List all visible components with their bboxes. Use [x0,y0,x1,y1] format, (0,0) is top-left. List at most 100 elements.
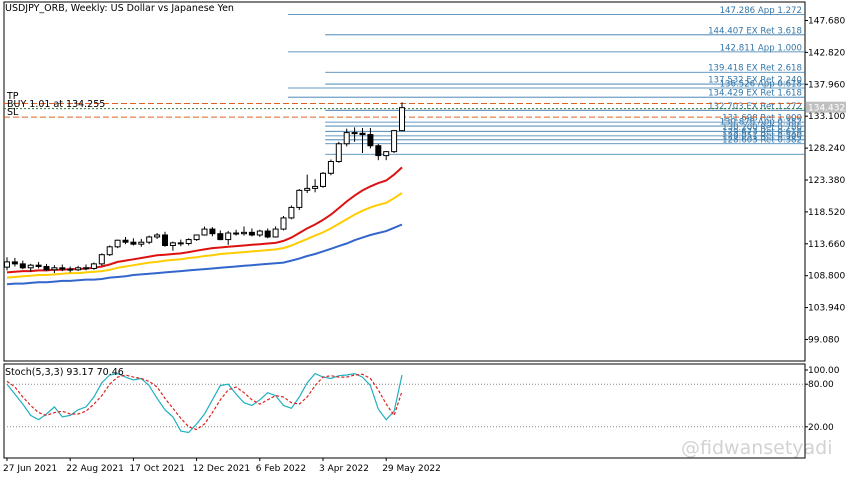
fib-level-label: 144.407 EX Ret 3.618 [708,26,802,36]
fib-level-label: 131.698 Ret 1.000 [722,114,802,124]
candle-body [288,206,295,219]
candle [217,230,224,241]
current-price-tag [806,101,846,113]
candle [83,264,89,271]
candle-body [43,265,50,271]
candle-body [19,263,26,269]
fib-level-label: 130.876 App 0.382 [720,118,802,128]
candle-body [27,264,34,269]
y-tick-label: 118.520 [808,208,845,218]
candle-body [248,231,255,236]
candle-body [154,234,161,238]
candle-body [201,228,208,236]
candle [169,241,176,251]
candle-body [375,145,382,157]
candle-body [98,254,105,265]
moving-average-3 [6,223,403,286]
y-tick-label: 113.660 [808,240,845,250]
fib-level-label: 137.532 EX Ret 2.240 [708,76,802,86]
stoch-panel-frame [3,363,806,459]
x-tick-label: 17 Oct 2021 [129,464,185,474]
x-tick-label: 22 Aug 2021 [66,464,124,474]
candle-body [177,242,184,245]
main-panel-frame [3,1,806,362]
x-tick-label: 6 Feb 2022 [256,464,306,474]
candle [399,102,405,132]
candle-body [351,132,358,135]
candle [106,245,113,256]
y-tick-label: 128.240 [808,144,845,154]
fib-level-label: 130.200 Ret 0.786 [722,123,802,133]
y-tick-label: 99.080 [808,335,840,345]
fib-level-label: 134.429 EX Ret 1.618 [708,89,802,99]
candle [320,171,326,188]
tp-label: TP [7,91,19,103]
candle-body [335,143,342,162]
candle-body [312,185,319,189]
candle [367,128,374,149]
x-tick-label: 3 Apr 2022 [319,464,369,474]
stoch-tick-label: 20.00 [808,423,834,433]
candle-body [59,267,66,270]
candle [146,235,153,245]
candle-body [367,134,374,147]
current-price-label: 134.432 [808,104,845,114]
x-tick-label: 29 May 2022 [382,464,441,474]
candle [288,205,295,220]
candle-body [130,241,137,245]
candle-body [225,232,232,241]
candle [114,239,121,249]
candle [98,253,105,266]
candle [75,265,82,272]
candle-body [83,267,89,270]
candle [11,257,18,267]
y-tick-label: 123.380 [808,176,845,186]
candle-body [256,230,263,236]
candle [90,262,97,270]
fib-level-label: 129.673 Ret 0.618 [722,127,802,137]
chart-title: USDJPY_ORB, Weekly: US Dollar vs Japanes… [5,3,234,14]
y-tick-label: 142.820 [808,48,845,58]
candle [35,261,42,269]
candle [185,238,192,246]
stoch-tick-label: 80.00 [808,380,834,390]
candle-body [327,160,334,174]
candle-body [264,230,271,238]
y-tick-label: 147.680 [808,17,845,27]
candle [209,227,216,237]
candle [51,265,58,274]
candle-body [399,107,405,132]
candle [193,234,200,241]
candle [351,127,358,142]
candle [122,236,129,245]
stoch-tick-label: 100.00 [808,366,840,376]
candle [130,238,137,246]
candle-body [35,264,42,267]
candle-body [106,246,113,256]
candle-body [320,172,326,187]
candle [19,260,26,270]
candle [162,231,168,247]
watermark: @fidwansetyadi [681,437,833,459]
candle [59,264,66,272]
candle [304,174,311,193]
candle-body [359,132,366,136]
candle [201,226,208,236]
candle [280,215,287,231]
fib-level-label: 139.418 EX Ret 2.618 [708,64,802,74]
buy-label: BUY 1.01 at 134.255 [7,98,106,110]
candle-body [241,231,247,235]
candle [241,226,247,236]
candle-body [209,228,216,235]
fib-level-label: 132.703 EX Ret 1.272 [708,102,802,112]
x-tick-label: 27 Jun 2021 [3,464,57,474]
fib-level-label: 129.051 Ret 0.500 [722,131,802,141]
candle [335,141,342,163]
candle-body [391,130,398,153]
candle-body [343,132,350,145]
candle [383,150,390,161]
candle [391,129,398,153]
candle [327,159,334,176]
candle-body [272,228,279,238]
